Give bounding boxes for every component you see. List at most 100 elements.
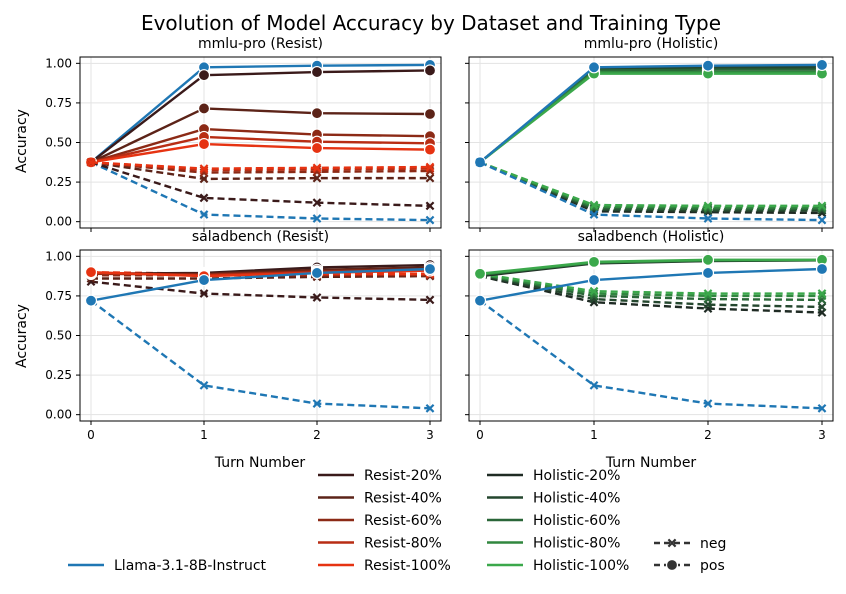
panel-title: saladbench (Holistic): [578, 229, 725, 245]
legend-item: Holistic-80%: [487, 536, 620, 552]
data-point: [589, 286, 599, 296]
data-point: [199, 210, 209, 219]
series-line: [479, 274, 823, 309]
data-point: [703, 399, 713, 408]
legend-marker: [665, 558, 679, 572]
legend-label: Resist-40%: [364, 491, 442, 507]
legend-item: Resist-80%: [318, 536, 442, 552]
y-tick-label: 0.00: [45, 215, 72, 229]
data-point: [199, 289, 209, 298]
legend-marker: [667, 538, 677, 548]
x-tick-label: 2: [313, 428, 321, 442]
x-axis-label-right: Turn Number: [605, 455, 697, 471]
data-point: [817, 201, 827, 211]
data-point: [703, 214, 713, 223]
series-line: [479, 299, 823, 410]
panel-title: mmlu-pro (Holistic): [584, 36, 719, 52]
data-point: [425, 295, 435, 305]
panel-title: mmlu-pro (Resist): [198, 36, 323, 52]
x-tick-label: 1: [200, 428, 208, 442]
series-line: [90, 107, 431, 164]
legend-label: pos: [700, 558, 725, 574]
series-line: [90, 161, 431, 222]
data-point: [589, 200, 599, 210]
series-line: [90, 127, 431, 164]
data-point: [817, 215, 827, 225]
y-axis-label-bottom: Accuracy: [14, 304, 30, 368]
data-point: [703, 201, 713, 211]
y-tick-label: 0.50: [45, 329, 72, 343]
data-point: [199, 164, 209, 174]
legend-label: Holistic-80%: [533, 536, 620, 552]
data-point: [701, 266, 715, 280]
series-line: [479, 161, 823, 222]
data-point: [197, 137, 211, 151]
series-line: [90, 69, 431, 164]
data-point: [197, 102, 211, 115]
data-point: [310, 65, 324, 79]
series-line: [90, 135, 431, 164]
series-line: [90, 161, 431, 170]
data-point: [475, 157, 485, 167]
legend-label: Holistic-60%: [533, 513, 620, 529]
data-point: [312, 198, 322, 208]
data-point: [425, 215, 435, 225]
data-point: [310, 107, 324, 120]
legend-label: Resist-80%: [364, 536, 442, 552]
legend-item: neg: [654, 536, 726, 552]
series-line: [90, 280, 431, 302]
panel-2: mmlu-pro (Holistic): [465, 36, 834, 232]
x-tick-label: 0: [87, 428, 95, 442]
series-line: [479, 267, 823, 302]
data-point: [701, 59, 715, 72]
legend-label: Holistic-40%: [533, 491, 620, 507]
legend-item: pos: [654, 558, 725, 574]
data-point: [425, 201, 435, 211]
series-line: [90, 161, 431, 208]
series-line: [479, 161, 822, 208]
data-point: [473, 294, 487, 307]
data-point: [423, 143, 437, 156]
legend-label: Holistic-20%: [533, 468, 620, 484]
y-tick-label: 0.75: [45, 96, 72, 110]
data-point: [817, 289, 827, 298]
data-point: [817, 302, 827, 312]
series-line: [90, 267, 431, 302]
series-line: [90, 142, 431, 164]
x-tick-label: 2: [704, 428, 712, 442]
panel-title: saladbench (Resist): [192, 229, 329, 245]
data-point: [425, 162, 435, 172]
data-point: [587, 61, 601, 74]
data-point: [423, 64, 437, 77]
y-tick-label: 0.75: [45, 289, 72, 303]
data-point: [199, 380, 209, 390]
legend-label: Resist-20%: [364, 468, 442, 484]
y-tick-label: 1.00: [45, 249, 72, 263]
legend-item: Resist-100%: [318, 558, 451, 574]
legend-item: Resist-60%: [318, 513, 442, 529]
series-line: [90, 299, 431, 410]
series-line: [479, 72, 822, 164]
data-point: [589, 380, 599, 390]
data-point: [86, 157, 96, 167]
x-tick-label: 0: [476, 428, 484, 442]
figure-title: Evolution of Model Accuracy by Dataset a…: [141, 11, 721, 35]
data-point: [197, 273, 211, 287]
y-tick-label: 1.00: [45, 56, 72, 70]
y-tick-label: 0.50: [45, 136, 72, 150]
data-point: [589, 210, 599, 219]
y-tick-label: 0.25: [45, 368, 72, 382]
legend-label: Resist-100%: [364, 558, 451, 574]
data-point: [815, 58, 829, 72]
data-point: [310, 266, 324, 280]
legend: Llama-3.1-8B-Instruct Resist-20% Resist-40…: [68, 468, 726, 574]
data-point: [817, 291, 827, 301]
data-point: [197, 69, 211, 82]
x-tick-label: 3: [426, 428, 434, 442]
x-tick-label: 1: [590, 428, 598, 442]
data-point: [587, 255, 601, 268]
data-point: [423, 107, 437, 121]
legend-item: Holistic-40%: [487, 491, 620, 507]
legend-item: Holistic-100%: [487, 558, 629, 574]
data-point: [703, 289, 713, 298]
